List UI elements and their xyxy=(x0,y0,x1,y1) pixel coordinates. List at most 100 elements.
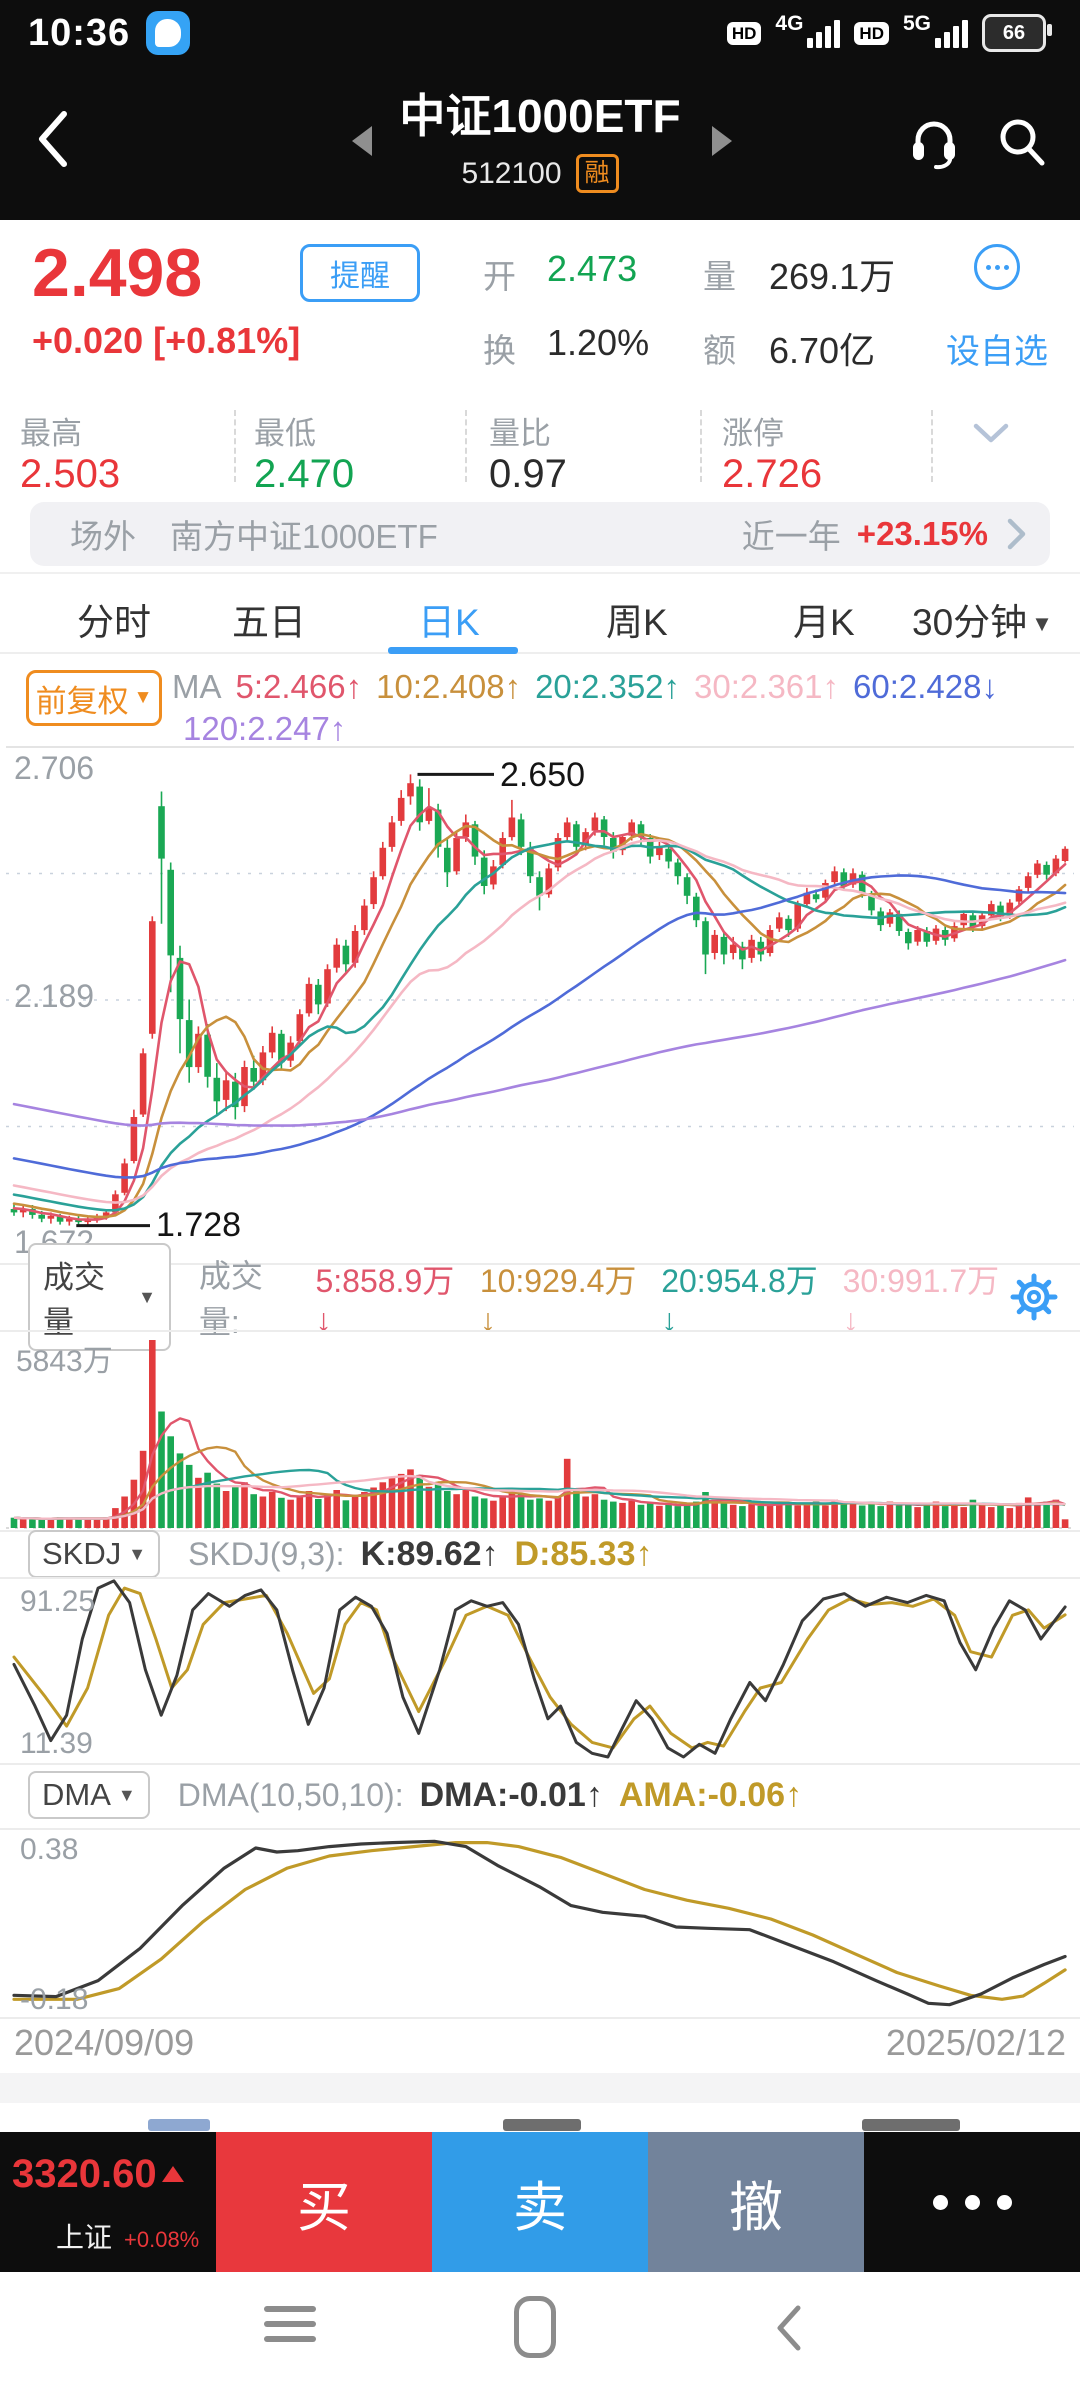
y-axis-mid: 2.189 xyxy=(14,978,95,1014)
dma-chart[interactable] xyxy=(0,1830,1080,2017)
start-date: 2024/09/09 xyxy=(14,2022,195,2063)
recent-apps-icon[interactable] xyxy=(264,2306,316,2342)
last-price: 2.498 xyxy=(32,235,203,311)
skdj-indicator-bar: SKDJ ▼ SKDJ(9,3): K:89.62↑ D:85.33↑ xyxy=(0,1530,1080,1578)
vol-ma5: 5:858.9万↓ xyxy=(315,1262,455,1338)
otc-tag: 场外 xyxy=(70,518,136,555)
dma-selector-button[interactable]: DMA ▼ xyxy=(28,1771,150,1819)
y-axis-max: 2.706 xyxy=(14,750,95,786)
volume-label: 量 xyxy=(703,258,736,295)
ma-indicator-bar: 前复权 ▼ MA 5:2.466↑ 10:2.408↑ 20:2.352↑ 30:… xyxy=(0,656,1080,750)
dma-bottom-label: -0.18 xyxy=(20,1983,89,2016)
clock: 10:36 xyxy=(28,11,131,54)
signal-4g-icon: 4G xyxy=(775,12,841,48)
battery-icon: 66 xyxy=(982,14,1052,52)
ma120-value: 120:2.247↑ xyxy=(183,710,347,747)
home-icon[interactable] xyxy=(514,2296,556,2358)
volume-chart[interactable] xyxy=(0,1330,1080,1532)
divider xyxy=(0,1330,1080,1332)
open-value: 2.473 xyxy=(547,248,638,289)
divider xyxy=(0,2017,1080,2019)
next-stock-arrow-icon[interactable] xyxy=(712,126,732,156)
tab-5day[interactable]: 五日 xyxy=(232,602,306,643)
dma-indicator-bar: DMA ▼ DMA(10,50,10): DMA:-0.01↑ AMA:-0.06… xyxy=(0,1766,1080,1824)
skdj-k-value: K:89.62↑ xyxy=(360,1534,499,1573)
otc-fund-name: 南方中证1000ETF xyxy=(170,518,438,555)
divider xyxy=(700,410,702,482)
ama-value: AMA:-0.06↑ xyxy=(618,1775,803,1814)
amount-value: 6.70亿 xyxy=(769,330,876,371)
system-nav-bar xyxy=(0,2272,1080,2400)
limit-up-value: 2.726 xyxy=(722,452,823,496)
buy-button[interactable]: 买 xyxy=(216,2132,432,2272)
page-title: 中证1000ETF xyxy=(399,90,681,142)
limit-up-label: 涨停 xyxy=(722,416,784,451)
customer-service-icon[interactable] xyxy=(906,112,962,170)
volume-max-label: 5843万 xyxy=(16,1345,113,1378)
tab-30min[interactable]: 30分钟 ▼ xyxy=(912,602,1053,643)
skdj-bottom-label: 11.39 xyxy=(20,1727,93,1760)
hd-voice-icon-2: HD xyxy=(854,21,889,45)
volume-ratio-value: 0.97 xyxy=(489,452,567,496)
clipped-row-fragment xyxy=(148,2119,210,2131)
skdj-selector-button[interactable]: SKDJ ▼ xyxy=(28,1530,161,1578)
dma-value: DMA:-0.01↑ xyxy=(419,1775,603,1814)
volume-ratio-label: 量比 xyxy=(489,416,551,451)
ma10-value: 10:2.408↑ xyxy=(376,668,522,705)
otc-fund-banner[interactable]: 场外 南方中证1000ETF 近一年 +23.15% xyxy=(30,502,1050,566)
tab-weekly-k[interactable]: 周K xyxy=(606,602,668,643)
divider xyxy=(0,1530,1080,1532)
cancel-order-button[interactable]: 撤 xyxy=(648,2132,864,2272)
prev-stock-arrow-icon[interactable] xyxy=(352,126,372,156)
add-watchlist-button[interactable]: 设自选 xyxy=(946,333,1048,371)
section-gap xyxy=(0,2073,1080,2103)
expand-chevron-icon[interactable] xyxy=(972,422,1010,446)
tab-daily-k[interactable]: 日K xyxy=(418,602,480,643)
high-annotation: 2.650 xyxy=(500,756,586,794)
dropdown-arrow-icon: ▼ xyxy=(117,1784,136,1805)
tab-monthly-k[interactable]: 月K xyxy=(793,602,855,643)
tab-minute[interactable]: 分时 xyxy=(77,602,151,643)
divider xyxy=(0,1263,1080,1265)
divider xyxy=(234,410,236,482)
clipped-row-fragment xyxy=(862,2119,960,2131)
search-icon[interactable] xyxy=(994,112,1050,170)
divider xyxy=(0,1577,1080,1579)
index-change: +0.08% xyxy=(124,2227,200,2252)
alert-button[interactable]: 提醒 xyxy=(300,244,420,302)
skdj-chart[interactable] xyxy=(0,1579,1080,1763)
skdj-d-value: D:85.33↑ xyxy=(514,1534,653,1573)
adjust-mode-button[interactable]: 前复权 ▼ xyxy=(26,670,162,726)
high-value: 2.503 xyxy=(20,452,121,496)
sell-button[interactable]: 卖 xyxy=(432,2132,648,2272)
volume-selector-button[interactable]: 成交量 ▼ xyxy=(28,1243,171,1351)
ma-label: MA xyxy=(172,668,222,705)
amount-label: 额 xyxy=(703,332,736,369)
vol-ma30: 30:991.7万↓ xyxy=(842,1262,1000,1338)
index-value: 3320.60 xyxy=(12,2152,157,2196)
signal-5g-icon: 5G xyxy=(903,12,968,48)
otc-return-value: +23.15% xyxy=(856,515,988,552)
low-annotation: 1.728 xyxy=(156,1206,242,1244)
quote-panel: 2.498 提醒 +0.020 [+0.81%] 开 2.473 换 1.20%… xyxy=(0,220,1080,371)
ma60-value: 60:2.428↓ xyxy=(853,668,998,705)
ma5-value: 5:2.466↑ xyxy=(235,668,363,705)
vol-ma10: 10:929.4万↓ xyxy=(479,1262,637,1338)
candlestick-chart[interactable] xyxy=(0,740,1080,1262)
low-value: 2.470 xyxy=(254,452,355,496)
back-icon[interactable] xyxy=(30,108,76,170)
divider xyxy=(931,410,933,482)
volume-indicator-bar: 成交量 ▼ 成交量: 5:858.9万↓ 10:929.4万↓ 20:954.8万… xyxy=(0,1243,1080,1351)
nav-back-icon[interactable] xyxy=(775,2304,803,2352)
skdj-top-label: 91.25 xyxy=(20,1585,96,1618)
indicator-settings-gear-icon[interactable] xyxy=(1008,1271,1060,1323)
dropdown-arrow-icon: ▼ xyxy=(138,1286,156,1307)
stock-code: 512100 xyxy=(461,156,562,190)
more-options-icon[interactable] xyxy=(974,244,1020,290)
index-quote-box[interactable]: 3320.60 上证 +0.08% xyxy=(0,2132,216,2272)
turnover-value: 1.20% xyxy=(547,322,650,363)
index-name: 上证 xyxy=(56,2222,113,2253)
dma-params-label: DMA(10,50,10): xyxy=(177,1776,404,1813)
more-actions-button[interactable] xyxy=(864,2132,1080,2272)
